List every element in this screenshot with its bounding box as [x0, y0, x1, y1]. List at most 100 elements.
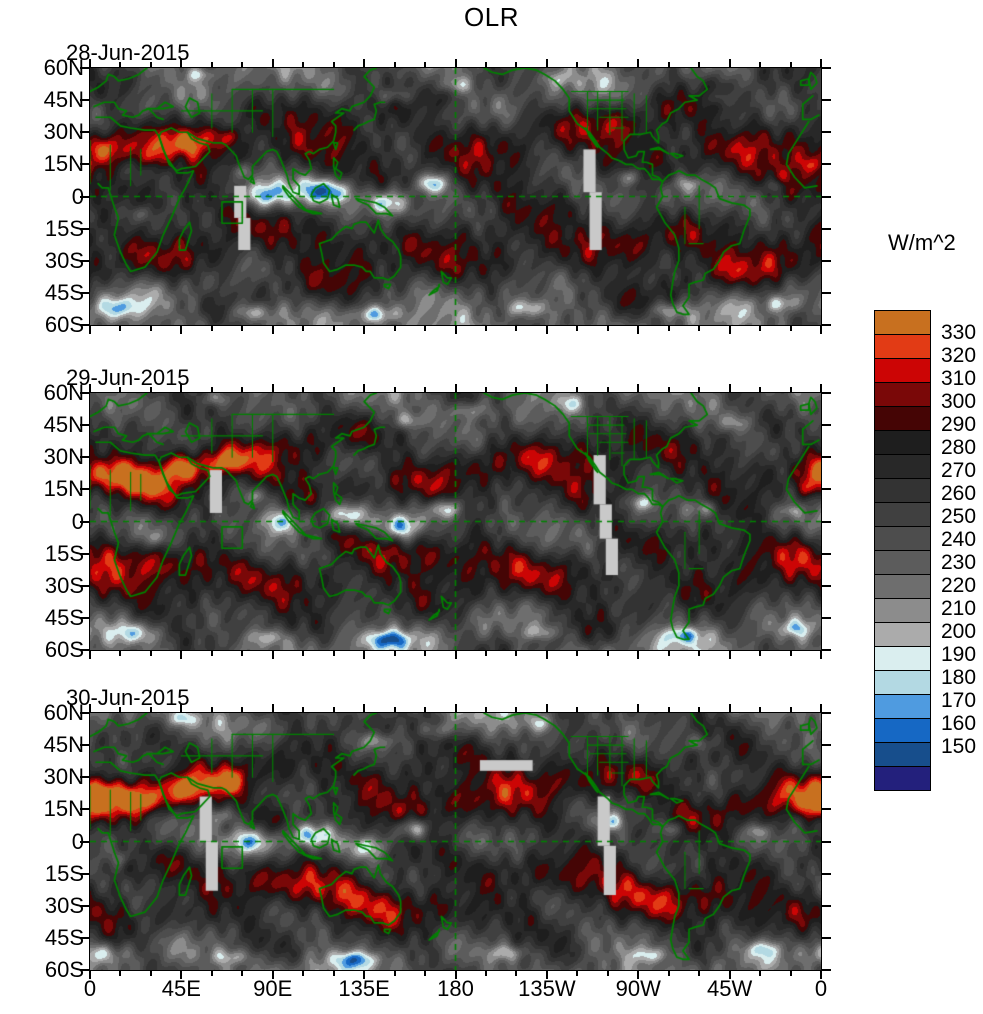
lon-tick-mark: [698, 707, 701, 713]
lon-tick-mark: [667, 707, 670, 713]
lat-tick-mark: [80, 616, 90, 619]
lon-tick-mark: [454, 970, 457, 979]
lon-tick-mark: [820, 650, 822, 659]
lon-tick-mark: [271, 704, 274, 713]
lon-tick-mark: [89, 650, 91, 659]
lon-tick-mark: [180, 325, 183, 334]
lat-tick-mark: [821, 808, 831, 811]
lon-tick-mark: [241, 650, 244, 656]
map-panel-2: 29-Jun-2015 60N 45N 30N 15N 0 15S 30S 45S 60S: [0, 365, 983, 662]
lon-tick-label: 135E: [338, 976, 390, 1001]
colorbar-swatch: [875, 646, 930, 670]
colorbar-swatch: [875, 574, 930, 598]
lon-tick-mark: [789, 325, 792, 331]
lon-tick-mark: [484, 707, 487, 713]
colorbar-swatch: [875, 550, 930, 574]
lon-tick-mark: [393, 325, 396, 331]
lat-tick-label: 30S: [44, 892, 84, 918]
lon-tick-mark: [149, 325, 152, 331]
lon-tick-mark: [210, 650, 213, 656]
lon-tick-mark: [789, 707, 792, 713]
lat-tick-mark: [821, 424, 831, 427]
colorbar-swatch: [875, 311, 930, 334]
lon-tick-mark: [393, 970, 396, 976]
lon-tick-mark: [149, 387, 152, 393]
lon-tick-mark: [515, 970, 518, 976]
lon-tick-mark: [728, 59, 731, 68]
lat-tick-mark: [80, 872, 90, 875]
lon-tick-mark: [332, 707, 335, 713]
lat-tick-label: 15S: [44, 215, 84, 241]
colorbar-tick-label: 270: [941, 459, 977, 482]
lon-tick-mark: [302, 387, 305, 393]
lon-tick-mark: [820, 384, 822, 393]
lat-tick-mark: [80, 259, 90, 262]
lat-tick-mark: [80, 99, 90, 102]
colorbar-swatch: [875, 382, 930, 406]
colorbar-tick-label: 280: [941, 436, 977, 459]
lon-tick-mark: [515, 62, 518, 68]
lat-tick-label: 30S: [44, 572, 84, 598]
lon-tick-mark: [637, 384, 640, 393]
lon-tick-label: 180: [437, 976, 474, 1001]
lat-tick-mark: [821, 488, 831, 491]
colorbar-tick-label: 310: [941, 367, 977, 390]
colorbar-swatch: [875, 718, 930, 742]
lon-tick-mark: [637, 970, 640, 979]
lon-tick-mark: [180, 704, 183, 713]
lon-tick-mark: [363, 59, 366, 68]
lat-tick-mark: [80, 840, 90, 843]
lat-tick-label: 45N: [43, 87, 84, 113]
colorbar-swatch: [875, 430, 930, 454]
lat-tick-mark: [821, 259, 831, 262]
colorbar-tick-label: 320: [941, 344, 977, 367]
lon-tick-mark: [667, 650, 670, 656]
lon-tick-mark: [210, 970, 213, 976]
colorbar-tick-label: 200: [941, 620, 977, 643]
lat-tick-label: 45N: [43, 732, 84, 758]
lat-tick-mark: [821, 552, 831, 555]
lon-tick-mark: [149, 62, 152, 68]
lat-tick-mark: [821, 324, 831, 326]
lon-tick-mark: [210, 707, 213, 713]
lat-tick-mark: [821, 584, 831, 587]
lat-tick-mark: [80, 488, 90, 491]
lon-tick-label: 90E: [253, 976, 293, 1001]
lon-tick-mark: [302, 650, 305, 656]
lon-tick-mark: [698, 62, 701, 68]
lon-tick-mark: [606, 325, 609, 331]
lat-tick-mark: [80, 712, 90, 714]
colorbar-tick-label: 300: [941, 390, 977, 413]
panel-date-3: 30-Jun-2015: [66, 685, 190, 710]
lon-tick-mark: [606, 387, 609, 393]
colorbar-tick-label: 260: [941, 482, 977, 505]
lon-tick-mark: [606, 707, 609, 713]
lon-tick-mark: [820, 704, 822, 713]
colorbar-swatch: [875, 478, 930, 502]
colorbar-swatch: [875, 406, 930, 430]
lat-tick-label: 0: [71, 183, 84, 209]
lon-tick-mark: [637, 59, 640, 68]
lon-tick-mark: [363, 970, 366, 979]
lon-tick-mark: [332, 650, 335, 656]
lon-tick-mark: [728, 704, 731, 713]
lon-tick-label: 90W: [615, 976, 661, 1001]
lon-tick-mark: [424, 970, 427, 976]
colorbar-tick-label: 160: [941, 712, 977, 735]
lon-tick-mark: [89, 59, 91, 68]
lon-tick-mark: [759, 970, 762, 976]
lat-tick-mark: [80, 456, 90, 459]
lon-tick-mark: [119, 387, 122, 393]
colorbar-swatch: [875, 454, 930, 478]
lat-tick-label: 60N: [43, 55, 84, 80]
lat-tick-mark: [821, 392, 831, 394]
lat-tick-mark: [821, 616, 831, 619]
lat-tick-label: 45N: [43, 412, 84, 438]
lon-tick-mark: [454, 650, 457, 659]
lon-tick-mark: [759, 325, 762, 331]
map-canvas-2: [90, 393, 821, 650]
lon-tick-mark: [759, 387, 762, 393]
lat-tick-label: 60S: [44, 957, 84, 982]
lon-tick-mark: [698, 387, 701, 393]
